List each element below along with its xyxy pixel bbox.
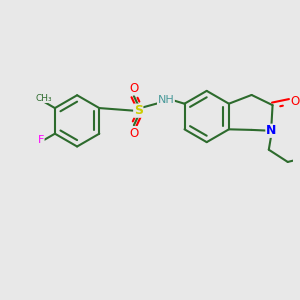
Text: O: O — [129, 82, 139, 95]
Text: NH: NH — [158, 95, 174, 105]
Text: O: O — [291, 95, 300, 108]
Text: F: F — [38, 135, 44, 145]
Text: N: N — [266, 124, 276, 137]
Text: CH₃: CH₃ — [35, 94, 52, 103]
Text: O: O — [129, 127, 139, 140]
Text: S: S — [134, 104, 143, 117]
